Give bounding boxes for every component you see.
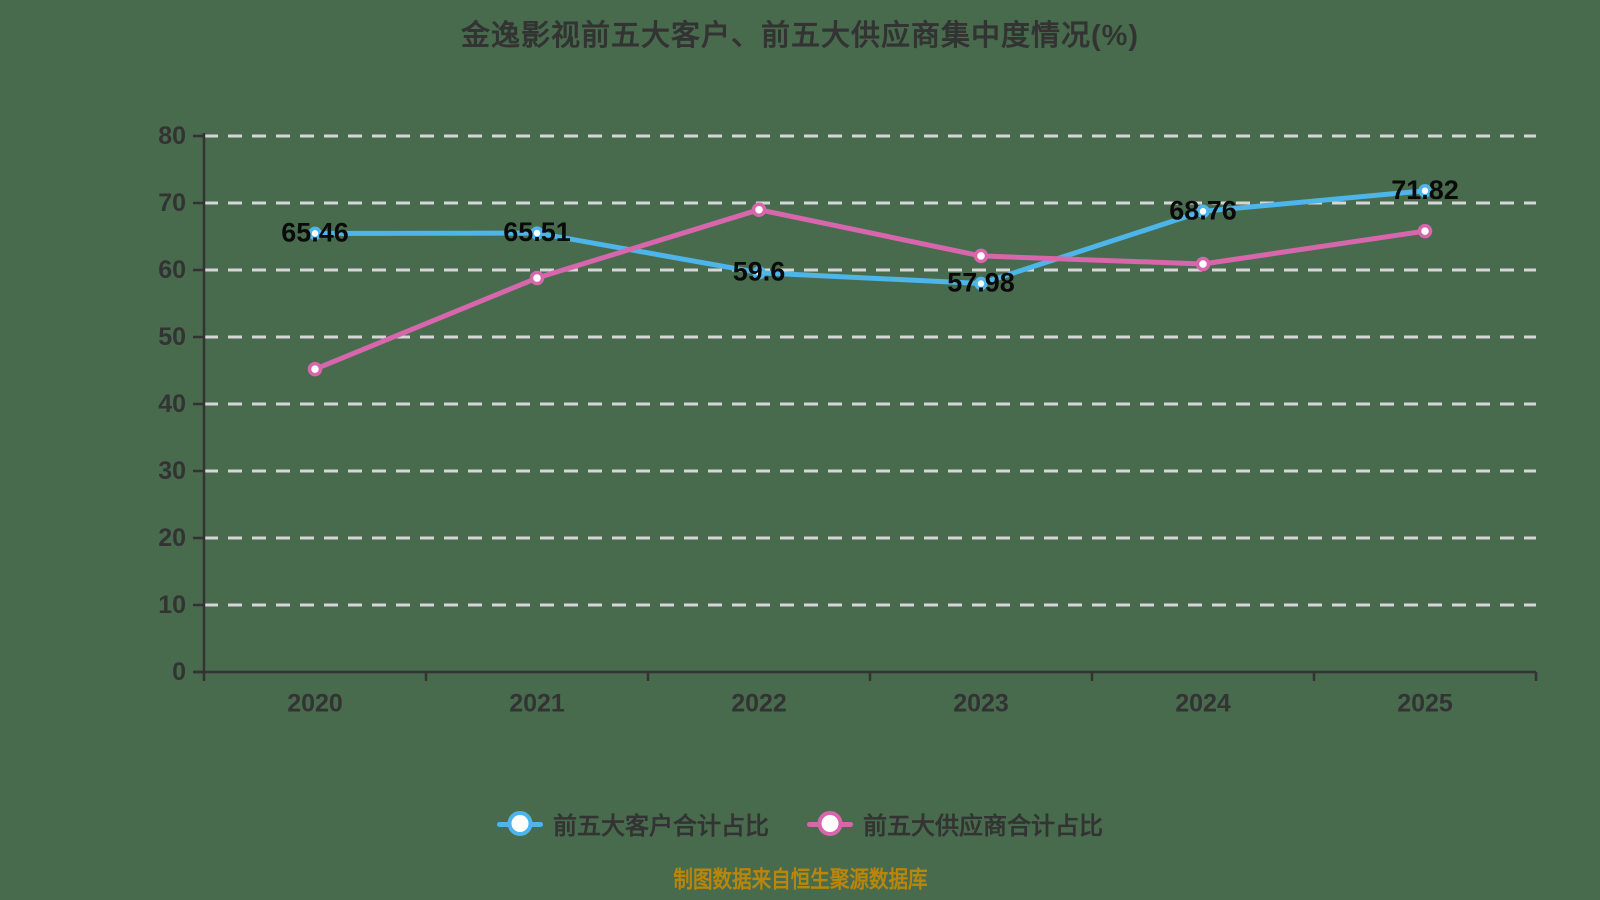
- data-point: [1195, 256, 1211, 272]
- data-point: [751, 202, 767, 217]
- data-point: [1417, 223, 1433, 239]
- legend: 前五大客户合计占比 前五大供应商合计占比: [0, 806, 1600, 841]
- legend-label: 前五大供应商合计占比: [863, 813, 1103, 840]
- data-point: [307, 361, 323, 377]
- data-label: 71.82: [1391, 175, 1459, 205]
- data-label: 59.6: [733, 257, 786, 287]
- legend-item-1[interactable]: 前五大供应商合计占比: [807, 806, 1103, 841]
- data-label: 65.46: [281, 217, 349, 247]
- x-axis-label: 2020: [287, 690, 343, 718]
- x-axis-label: 2025: [1397, 690, 1453, 718]
- y-axis-label: 80: [158, 122, 186, 150]
- footer-note-text: 制图数据来自恒生聚源数据库: [672, 866, 928, 892]
- legend-item-0[interactable]: 前五大客户合计占比: [497, 806, 769, 841]
- line-chart: 0 10 20 30 40 50 60 70 80 2020 2021 2022 2023 2024 202…: [158, 122, 1538, 718]
- data-point: [752, 265, 766, 280]
- data-point: [974, 276, 988, 291]
- legend-circle-icon: [507, 810, 533, 836]
- y-axis-label: 60: [158, 256, 186, 284]
- legend-marker-icon: [807, 810, 853, 838]
- data-point: [1196, 204, 1210, 219]
- legend-marker-icon: [497, 810, 543, 838]
- x-axis-label: 2023: [953, 690, 1009, 718]
- data-point: [530, 226, 544, 240]
- data-label: 68.76: [1169, 195, 1237, 225]
- x-axis-label: 2024: [1175, 690, 1231, 718]
- legend-label: 前五大客户合计占比: [553, 813, 769, 840]
- y-axis-label: 20: [158, 524, 186, 552]
- legend-circle-icon: [817, 810, 843, 836]
- data-point: [308, 226, 322, 241]
- data-point: [1418, 184, 1432, 198]
- data-label: 57.98: [947, 268, 1015, 298]
- data-point: [973, 248, 989, 264]
- y-axis-label: 50: [158, 323, 186, 351]
- chart-title: 金逸影视前五大客户、前五大供应商集中度情况(%): [460, 20, 1140, 52]
- series-line-前五大供应商合计占比: [312, 207, 1428, 372]
- y-axis-label: 10: [158, 591, 186, 619]
- data-point: [529, 270, 545, 286]
- x-axis-label: 2022: [731, 690, 787, 718]
- y-axis-label: 30: [158, 457, 186, 485]
- x-axis-label: 2021: [509, 690, 565, 718]
- y-axis-label: 70: [158, 189, 186, 217]
- y-axis-label: 0: [172, 658, 186, 686]
- data-label: 65.51: [503, 217, 571, 247]
- footer-note: 制图数据来自恒生聚源数据库: [0, 860, 1600, 894]
- y-axis-label: 40: [158, 390, 186, 418]
- series-line-前五大客户合计占比: [312, 188, 1428, 287]
